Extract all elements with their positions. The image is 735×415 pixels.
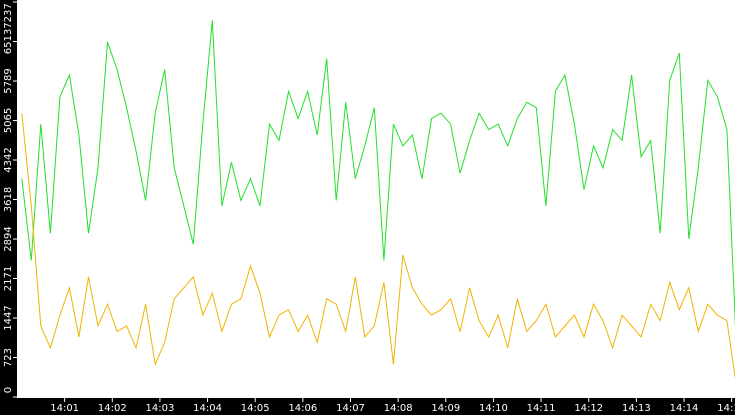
y-tick-label: 2171 bbox=[3, 266, 14, 291]
y-tick-label: 3618 bbox=[3, 187, 14, 212]
x-tick-label: 14:13 bbox=[622, 403, 651, 414]
x-tick-label: 14:02 bbox=[98, 403, 127, 414]
y-tick-label: 5789 bbox=[3, 68, 14, 93]
y-tick-label: 2894 bbox=[3, 226, 14, 251]
y-tick-label: 1447 bbox=[3, 305, 14, 330]
y-tick-label: 6513 bbox=[3, 29, 14, 54]
x-tick-label: 14:10 bbox=[479, 403, 508, 414]
y-tick-label: 4342 bbox=[3, 147, 14, 172]
x-tick-label: 14:01 bbox=[50, 403, 79, 414]
x-tick-label: 14:09 bbox=[431, 403, 460, 414]
plot-area bbox=[17, 0, 735, 398]
x-tick-label: 14:04 bbox=[193, 403, 222, 414]
y-tick-label: 723 bbox=[3, 348, 14, 367]
y-tick-label: 0 bbox=[3, 387, 14, 393]
x-tick-label: 14:05 bbox=[241, 403, 270, 414]
x-tick-label: 14:03 bbox=[146, 403, 175, 414]
series-line bbox=[21, 20, 735, 328]
x-tick-label: 14:11 bbox=[527, 403, 556, 414]
x-tick-label: 14:07 bbox=[336, 403, 365, 414]
x-tick-label: 14:15 bbox=[717, 403, 735, 414]
y-tick-label: 7237 bbox=[3, 3, 14, 28]
series-line bbox=[21, 113, 735, 380]
y-tick-label: 5065 bbox=[3, 108, 14, 133]
x-tick-label: 14:12 bbox=[574, 403, 603, 414]
x-tick-label: 14:06 bbox=[288, 403, 317, 414]
x-tick-label: 14:08 bbox=[384, 403, 413, 414]
x-tick-label: 14:14 bbox=[670, 403, 699, 414]
